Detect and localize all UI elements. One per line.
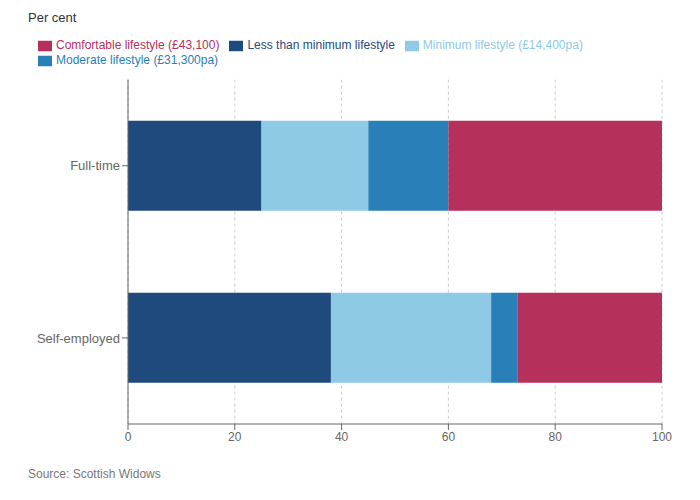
svg-text:80: 80 bbox=[549, 430, 563, 444]
html-text:Per cent: Per cent bbox=[28, 10, 77, 25]
html-text:Comfortable lifestyle (£43,100: Comfortable lifestyle (£43,100) bbox=[56, 38, 220, 52]
svg-text:20: 20 bbox=[228, 430, 242, 444]
svg-text:0: 0 bbox=[125, 430, 132, 444]
html-text:Source: Scottish Widows: Source: Scottish Widows bbox=[28, 467, 161, 481]
svg-text:100: 100 bbox=[652, 430, 672, 444]
svg-text:Self-employed: Self-employed bbox=[37, 331, 120, 346]
svg-text:60: 60 bbox=[442, 430, 456, 444]
html-text:Less than minimum lifestyle: Less than minimum lifestyle bbox=[247, 38, 395, 52]
html-text:Minimum lifestyle (£14,400pa): Minimum lifestyle (£14,400pa) bbox=[422, 38, 583, 52]
svg-text:Full-time: Full-time bbox=[70, 158, 120, 173]
svg-text:40: 40 bbox=[335, 430, 349, 444]
html-text:Moderate lifestyle (£31,300pa): Moderate lifestyle (£31,300pa) bbox=[56, 52, 219, 67]
